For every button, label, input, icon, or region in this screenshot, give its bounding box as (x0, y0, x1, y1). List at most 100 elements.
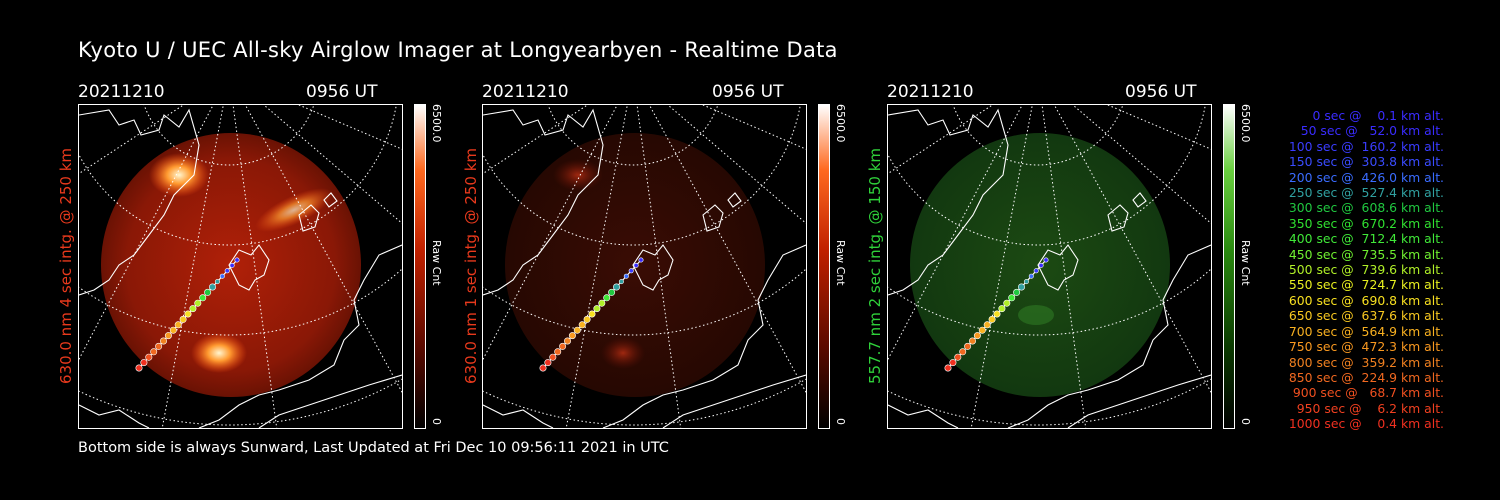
track-point (623, 273, 629, 279)
track-point (973, 332, 981, 340)
coastline-islands (298, 192, 338, 232)
track-point (964, 342, 972, 350)
airglow-image-557nm-2s (887, 104, 1212, 429)
track-point (164, 332, 172, 340)
meridian-line (1053, 105, 1211, 394)
colorbar-2 (818, 104, 830, 429)
page-title: Kyoto U / UEC All-sky Airglow Imager at … (78, 38, 838, 62)
track-point (593, 305, 601, 313)
legend-row: 50 sec @ 52.0 km alt. (1292, 123, 1444, 139)
meridian-line (565, 105, 628, 428)
track-point (993, 310, 1001, 318)
track-point (169, 326, 177, 334)
track-point (145, 353, 153, 361)
coastline (483, 108, 806, 428)
track-point (155, 342, 163, 350)
coastline-scandinavia (198, 244, 402, 428)
track-point (234, 257, 240, 263)
panel-2-time: 0956 UT (712, 82, 784, 102)
legend-row: 0 sec @ 0.1 km alt. (1300, 108, 1444, 123)
legend-row: 150 sec @ 303.8 km alt. (1284, 154, 1444, 170)
track-point (229, 262, 235, 268)
track-point (219, 273, 225, 279)
legend-row: 850 sec @ 224.9 km alt. (1284, 369, 1444, 385)
legend-row: 400 sec @ 712.4 km alt. (1284, 231, 1444, 247)
legend-row: 250 sec @ 527.4 km alt. (1284, 185, 1444, 201)
meridian-line (244, 105, 402, 394)
track-point (628, 268, 634, 274)
track-point (140, 359, 148, 367)
legend-row: 700 sec @ 564.9 km alt. (1284, 323, 1444, 339)
track-point (135, 364, 143, 372)
track-point (224, 268, 230, 274)
aurora-spot (553, 159, 603, 191)
panel-1-ylabel-text: 630.0 nm 4 sec intg. @ 250 km (57, 147, 75, 384)
track-point (618, 279, 624, 285)
legend-row: 100 sec @ 160.2 km alt. (1284, 138, 1444, 154)
track-point (983, 321, 991, 329)
colorbar-2-max: 6500.0 (834, 104, 847, 143)
latitude-circle (888, 268, 1211, 336)
track-point (194, 299, 202, 307)
track-point (598, 299, 606, 307)
colorbar-2-label: Raw Cnt (834, 240, 847, 286)
coastline-svalbard (228, 244, 270, 291)
track-point (588, 310, 596, 318)
legend-row: 300 sec @ 608.6 km alt. (1284, 200, 1444, 216)
track-point (1018, 283, 1026, 291)
aurora-arc (255, 188, 333, 232)
panel-2-ylabel-text: 630.0 nm 1 sec intg. @ 250 km (462, 147, 480, 384)
colorbar-1-max: 6500.0 (430, 104, 443, 143)
track-point (539, 364, 547, 372)
track-point (559, 342, 567, 350)
meridian-line (648, 105, 806, 394)
legend-row: 500 sec @ 739.6 km alt. (1284, 262, 1444, 278)
legend-row: 750 sec @ 472.3 km alt. (1284, 339, 1444, 355)
track-point (160, 337, 168, 345)
satellite-track (944, 257, 1049, 372)
meridian-line (161, 105, 224, 428)
track-point (638, 257, 644, 263)
airglow-patch (1018, 305, 1054, 325)
panel-1-ylabel: 630.0 nm 4 sec intg. @ 250 km (56, 104, 76, 427)
panel-2-date: 20211210 (482, 82, 569, 102)
coastline-south (888, 374, 1211, 428)
track-point (174, 321, 182, 329)
panel-1-time: 0956 UT (306, 82, 378, 102)
panel-2-ylabel: 630.0 nm 1 sec intg. @ 250 km (461, 104, 481, 427)
track-point (578, 321, 586, 329)
legend-row: 900 sec @ 68.7 km alt. (1288, 385, 1444, 401)
footer-note: Bottom side is always Sunward, Last Upda… (78, 440, 669, 456)
track-point (214, 279, 220, 285)
track-point (568, 332, 576, 340)
track-point (1008, 294, 1016, 302)
track-point (1028, 273, 1034, 279)
airglow-image-630nm-1s (482, 104, 807, 429)
aurora-bright-spot (149, 153, 209, 197)
coastline (79, 108, 402, 428)
grid-lines (79, 105, 402, 428)
track-point (944, 364, 952, 372)
track-point (554, 348, 562, 356)
legend-row: 1000 sec @ 0.4 km alt. (1288, 416, 1444, 432)
legend-row: 550 sec @ 724.7 km alt. (1284, 277, 1444, 293)
track-point (608, 288, 616, 296)
track-point (954, 353, 962, 361)
panel-1-date: 20211210 (78, 82, 165, 102)
coastline-scandinavia (602, 244, 806, 428)
track-point (978, 326, 986, 334)
track-point (1038, 262, 1044, 268)
coastline-greenland (79, 108, 200, 296)
coastline-greenland (483, 108, 604, 296)
track-point (199, 294, 207, 302)
track-point (184, 310, 192, 318)
aurora-spot (601, 337, 645, 369)
colorbar-1 (414, 104, 426, 429)
airglow-image-630nm-4s (78, 104, 403, 429)
coastline-islands (702, 192, 742, 232)
track-point (549, 353, 557, 361)
track-point (564, 337, 572, 345)
aurora-bright-spot (191, 333, 247, 373)
track-point (969, 337, 977, 345)
legend-row: 950 sec @ 6.2 km alt. (1292, 400, 1444, 416)
